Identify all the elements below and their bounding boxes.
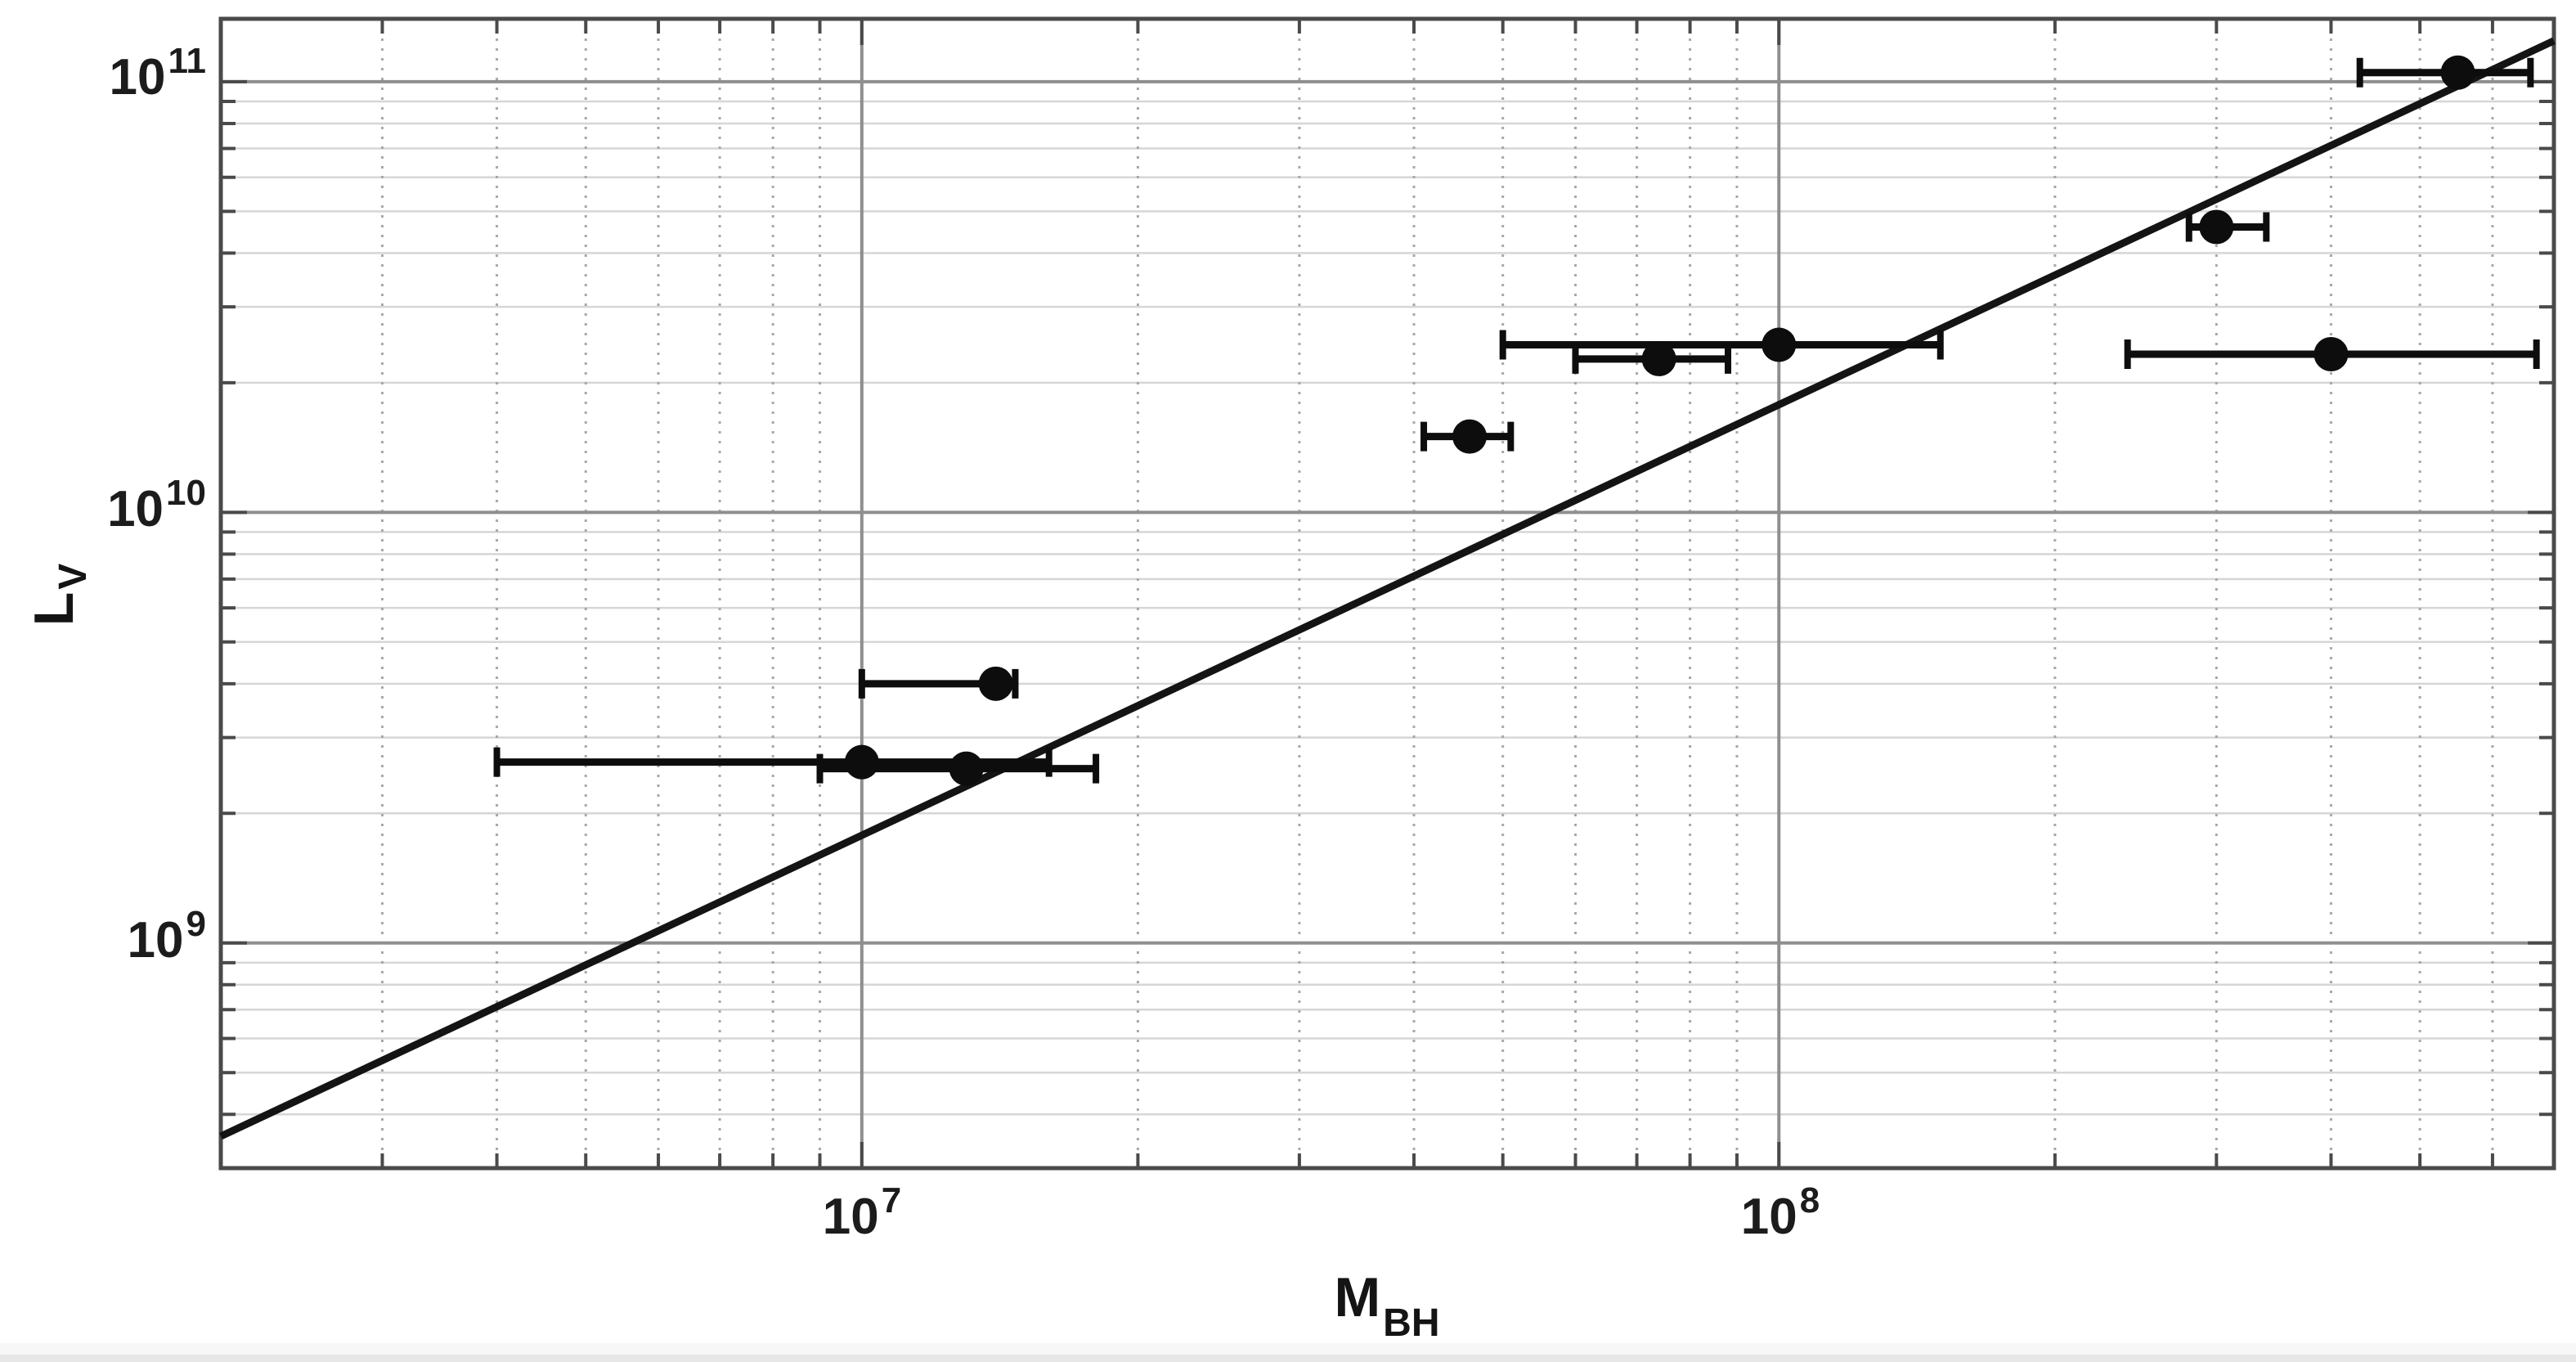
x-axis-label-main: M	[1334, 1266, 1381, 1328]
x-axis-label: MBH	[1223, 1270, 1551, 1343]
best-fit-line	[219, 37, 2556, 1140]
y-tick-label-1e10: 1010	[107, 475, 206, 537]
tick-base: 10	[107, 481, 164, 537]
y-axis-label-subscript: V	[52, 563, 95, 590]
data-point	[844, 744, 879, 780]
x-axis-label-subscript: BH	[1383, 1301, 1440, 1345]
plot-border	[218, 16, 2556, 1171]
data-point	[2199, 209, 2234, 245]
x-tick-label-1e8: 108	[1682, 1183, 1878, 1245]
y-axis-label-main: L	[23, 591, 85, 627]
data-point	[2440, 55, 2475, 90]
footer-strip	[0, 1343, 2576, 1355]
tick-exponent: 10	[166, 473, 206, 513]
y-tick-label-1e9: 109	[127, 906, 206, 969]
x-tick-label-1e7: 107	[764, 1183, 960, 1245]
footer-strip-edge	[0, 1355, 2576, 1362]
tick-base: 10	[1740, 1189, 1797, 1245]
data-point	[1761, 327, 1797, 362]
tick-base: 10	[109, 49, 166, 106]
data-point	[949, 751, 984, 786]
tick-base: 10	[127, 912, 184, 969]
tick-exponent: 8	[1799, 1180, 1820, 1220]
data-point	[2313, 336, 2349, 371]
tick-exponent: 11	[168, 41, 206, 81]
y-tick-label-1e11: 1011	[109, 43, 206, 106]
tick-exponent: 9	[186, 904, 206, 944]
data-point	[1452, 419, 1488, 454]
data-point	[978, 666, 1013, 701]
tick-base: 10	[822, 1189, 879, 1245]
data-point	[1641, 341, 1676, 376]
tick-exponent: 7	[881, 1180, 902, 1220]
